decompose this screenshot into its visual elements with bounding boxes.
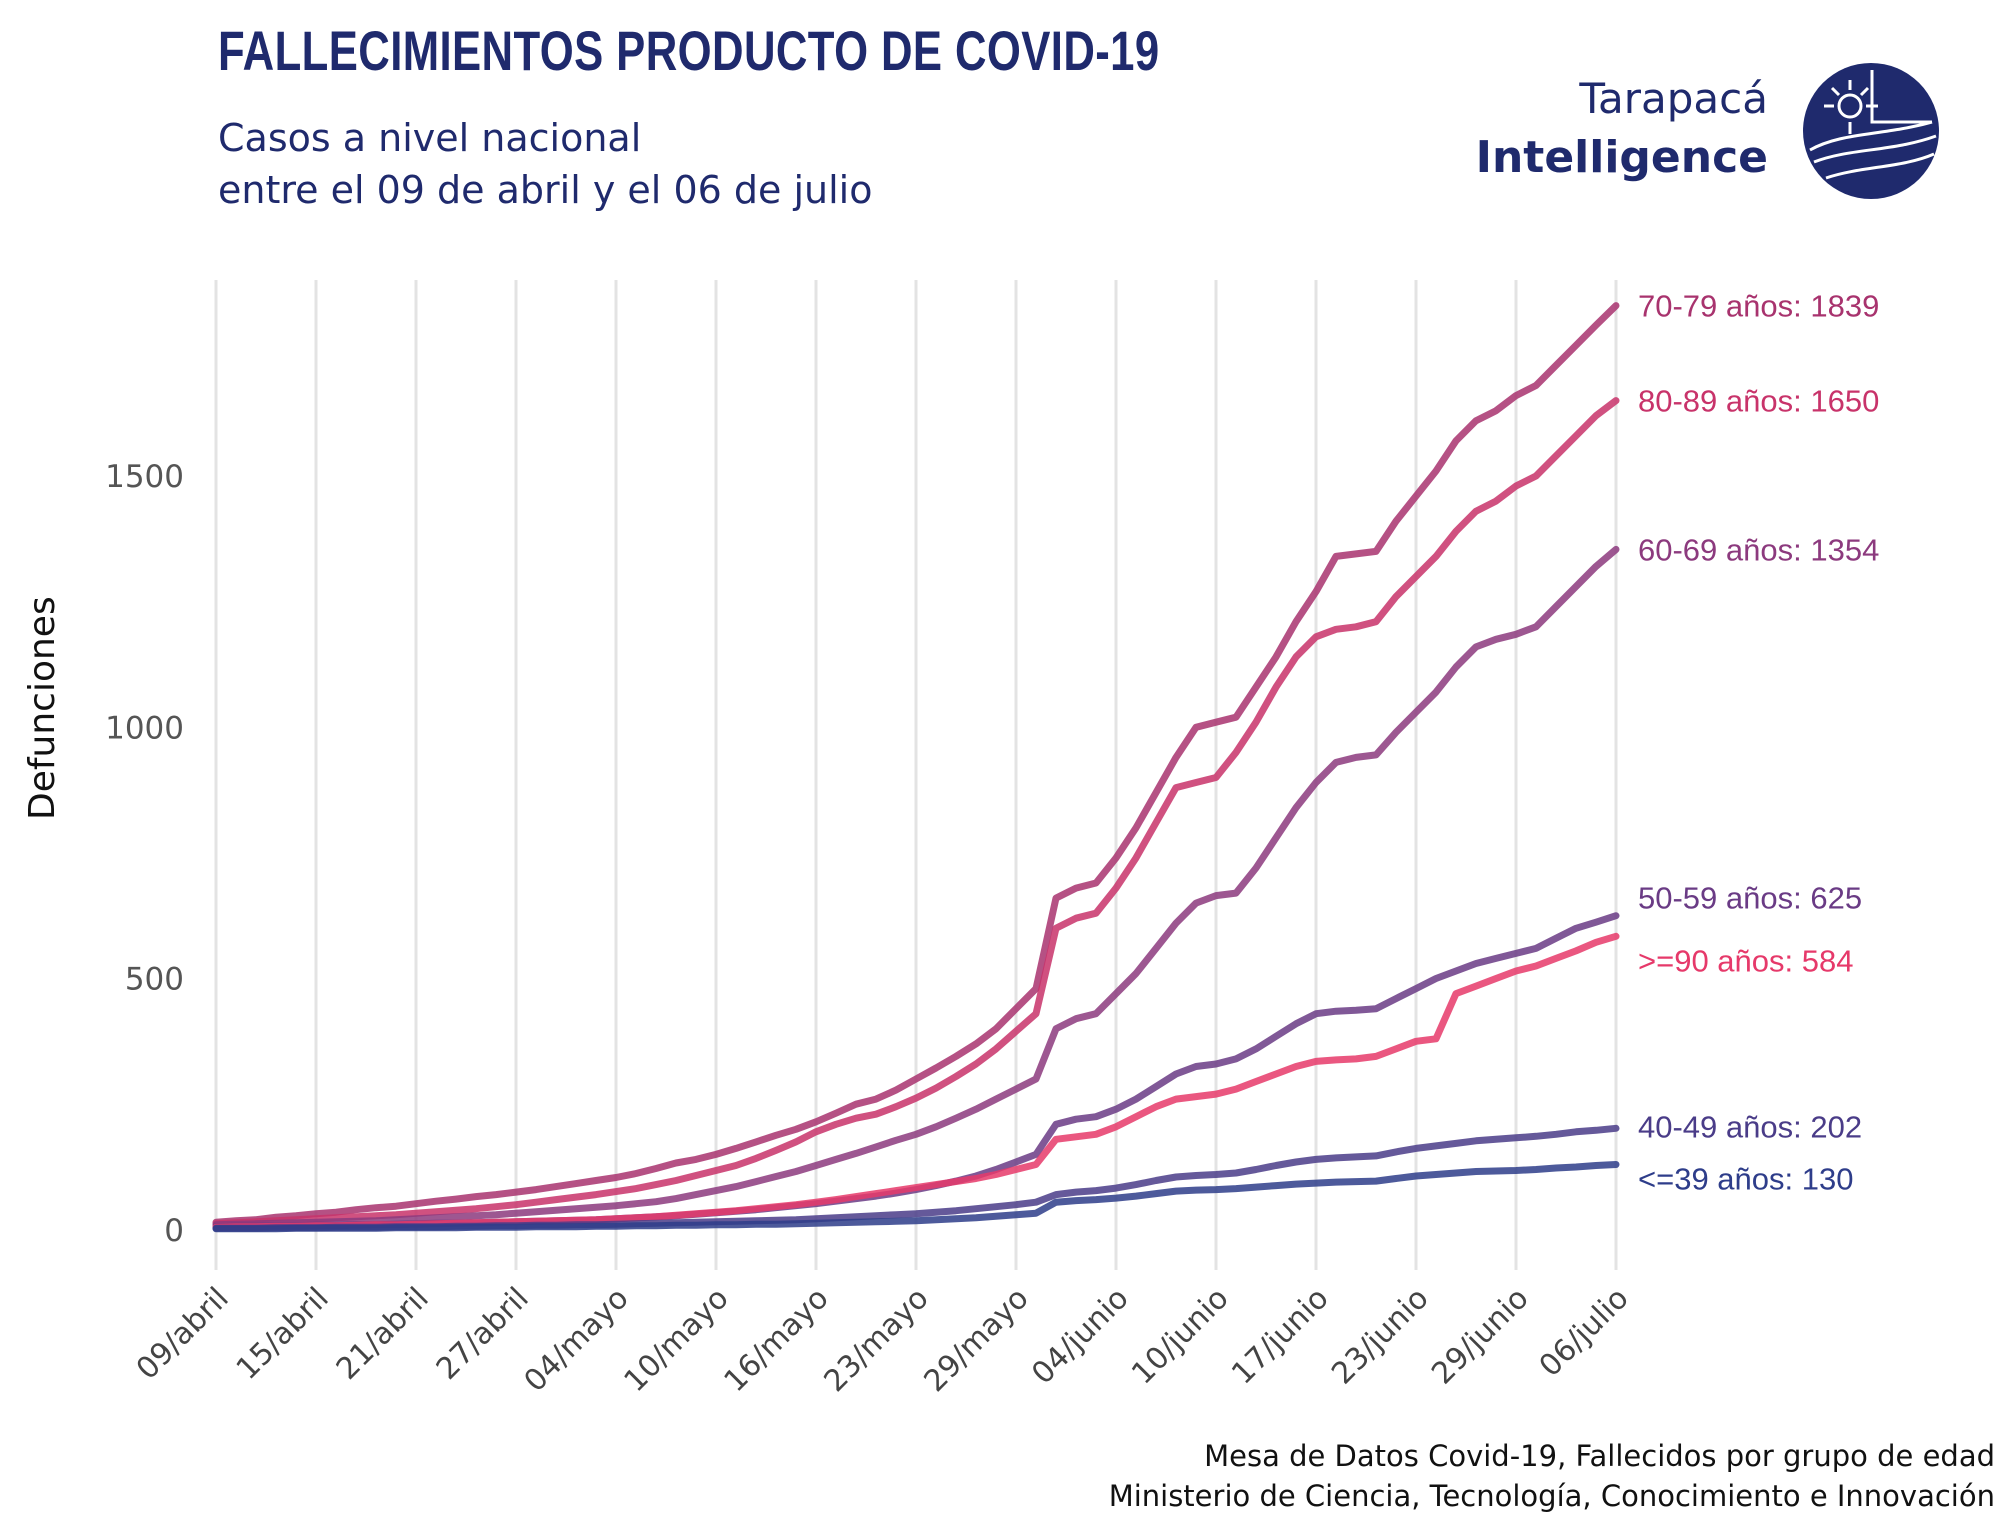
x-tick-label: 29/mayo [918, 1281, 1036, 1399]
caption-line-1: Mesa de Datos Covid-19, Fallecidos por g… [1204, 1439, 1995, 1473]
chart-subtitle: Casos a nivel nacional entre el 09 de ab… [218, 112, 872, 216]
chart-title: FALLECIMIENTOS PRODUCTO DE COVID-19 [218, 19, 1160, 82]
series-end-label: >=90 años: 584 [1638, 943, 1853, 978]
series-end-label: 50-59 años: 625 [1638, 881, 1862, 916]
tarapaca-intelligence-logo-icon [1803, 63, 1939, 199]
x-tick-label: 23/junio [1325, 1281, 1436, 1392]
y-tick-label: 0 [164, 1213, 184, 1249]
series-end-label: <=39 años: 130 [1638, 1161, 1853, 1196]
logo-text-intelligence: Intelligence [1475, 132, 1768, 183]
series-line [212, 545, 1620, 1229]
series-end-label: 70-79 años: 1839 [1638, 289, 1879, 324]
x-tick-label: 16/mayo [718, 1281, 836, 1399]
series-end-label: 80-89 años: 1650 [1638, 384, 1879, 419]
line-chart: 09/abril15/abril21/abril27/abril04/mayo1… [105, 280, 1879, 1399]
caption-line-2: Ministerio de Ciencia, Tecnología, Conoc… [1108, 1479, 1995, 1513]
x-tick-label: 09/abril [130, 1281, 236, 1387]
source-caption: Mesa de Datos Covid-19, Fallecidos por g… [1109, 1436, 1995, 1516]
x-tick-label: 29/junio [1425, 1281, 1536, 1392]
subtitle-line-1: Casos a nivel nacional [218, 116, 642, 160]
series-line [212, 1161, 1620, 1233]
subtitle-line-2: entre el 09 de abril y el 06 de julio [218, 168, 873, 212]
y-tick-label: 1500 [105, 459, 184, 495]
series-end-label: 40-49 años: 202 [1638, 1109, 1862, 1144]
series-end-label: 60-69 años: 1354 [1638, 532, 1879, 567]
x-tick-label: 04/junio [1025, 1281, 1136, 1392]
x-tick-label: 23/mayo [818, 1281, 936, 1399]
x-tick-label: 10/mayo [618, 1281, 736, 1399]
brand-logo: Tarapacá Intelligence [1476, 60, 1940, 200]
series-line [212, 397, 1620, 1228]
x-tick-label: 06/julio [1533, 1281, 1636, 1384]
x-tick-label: 21/abril [330, 1281, 436, 1387]
x-tick-label: 15/abril [230, 1281, 336, 1387]
y-tick-label: 500 [125, 962, 184, 998]
x-tick-label: 04/mayo [518, 1281, 636, 1399]
series-line [212, 302, 1620, 1226]
x-tick-label: 10/junio [1125, 1281, 1236, 1392]
x-tick-label: 17/junio [1225, 1281, 1336, 1392]
y-tick-label: 1000 [105, 710, 184, 746]
logo-text-tarapaca: Tarapacá [1579, 74, 1768, 123]
